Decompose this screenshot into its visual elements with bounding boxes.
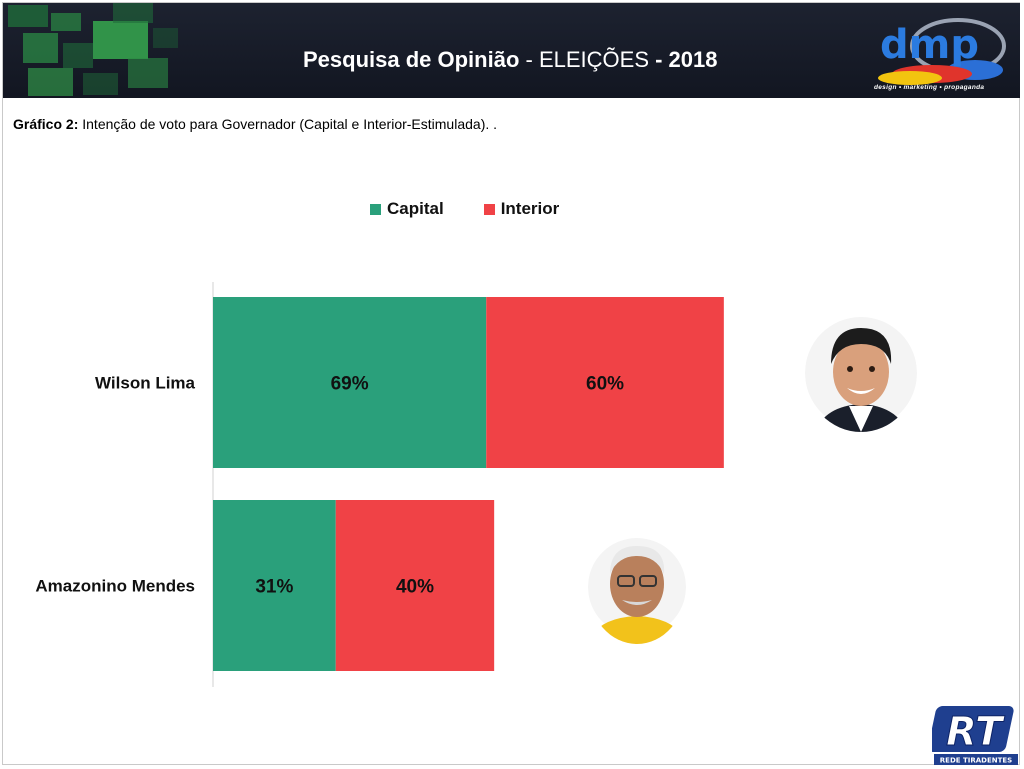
page-title: Pesquisa de Opinião - ELEIÇÕES - 2018 (303, 47, 718, 73)
decorative-squares (8, 3, 178, 96)
rt-logo-subtitle: REDE TIRADENTES (940, 757, 1012, 765)
caption-label: Gráfico 2: (13, 116, 79, 132)
legend-swatch-capital (370, 203, 381, 215)
caption-text: Intenção de voto para Governador (Capita… (78, 116, 498, 132)
category-label: Amazonino Mendes (35, 577, 195, 596)
category-label: Wilson Lima (95, 374, 196, 393)
logo-tagline: design • marketing • propaganda (874, 84, 985, 91)
data-label: 31% (255, 577, 293, 598)
dmp-logo: dmp (878, 18, 1006, 85)
chart-legend: Capital Interior (370, 199, 559, 219)
data-label: 69% (331, 374, 369, 395)
data-label: 40% (396, 577, 434, 598)
legend-label-interior: Interior (500, 199, 560, 218)
bar-capital (213, 297, 487, 468)
header-banner: Pesquisa de Opinião - ELEIÇÕES - 2018 (3, 3, 1020, 98)
title-bold: Pesquisa de Opinião (303, 47, 520, 72)
chart-caption: Gráfico 2: Intenção de voto para Governa… (13, 116, 497, 132)
title-year: - 2018 (649, 47, 718, 72)
bar-capital (213, 500, 336, 671)
title-separator: - (519, 47, 539, 72)
data-label: 60% (586, 374, 624, 395)
bar-interior (486, 297, 724, 468)
legend-label-capital: Capital (387, 199, 444, 218)
legend-item-capital: Capital (370, 199, 444, 219)
rt-logo-text: RT (946, 709, 1005, 755)
logo-text: dmp (880, 22, 979, 68)
legend-swatch-interior (483, 203, 495, 215)
candidate-photo-wilson-lima (805, 317, 917, 432)
rede-tiradentes-logo: RT REDE TIRADENTES (932, 706, 1018, 765)
candidate-photo-amazonino-mendes (588, 538, 686, 644)
title-normal: ELEIÇÕES (538, 47, 649, 72)
legend-item-interior: Interior (483, 199, 560, 219)
bar-interior (335, 500, 495, 671)
